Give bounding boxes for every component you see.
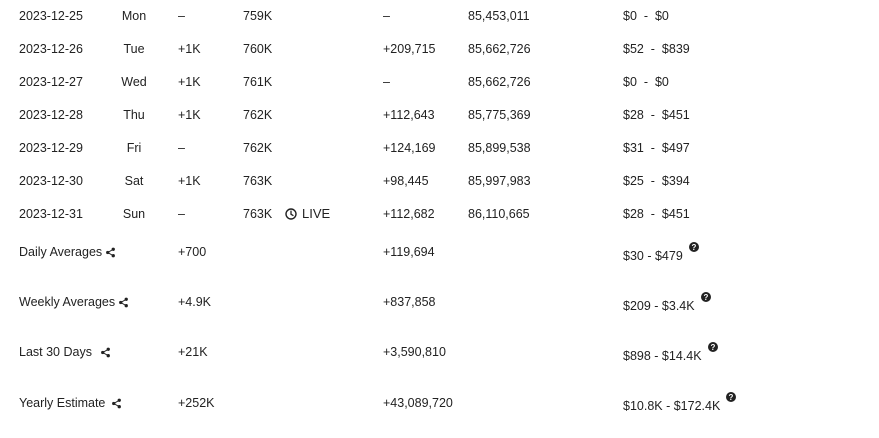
summary-view-change: +837,858	[383, 295, 436, 309]
summary-earnings-text: $10.8K - $172.4K	[623, 399, 721, 413]
svg-text:?: ?	[703, 293, 708, 302]
row-day: Sun	[122, 207, 146, 221]
summary-earnings-text: $898 - $14.4K	[623, 349, 702, 363]
summary-label[interactable]: Weekly Averages	[19, 292, 129, 312]
summary-earnings-text: $209 - $3.4K	[623, 299, 695, 313]
row-subscriber-change: –	[178, 141, 185, 155]
summary-row: Daily Averages +700 +119,694 $30 - $479 …	[0, 242, 879, 263]
summary-label[interactable]: Daily Averages	[19, 242, 116, 262]
row-estimated-earnings: $0 - $0	[623, 75, 669, 89]
row-view-total: 86,110,665	[468, 207, 530, 221]
summary-estimated-earnings: $209 - $3.4K ?	[623, 292, 711, 316]
row-subscriber-total: 761K	[243, 75, 273, 89]
row-estimated-earnings: $28 - $451	[623, 207, 690, 221]
help-circle-icon[interactable]: ?	[726, 392, 737, 402]
svg-text:?: ?	[710, 343, 715, 352]
summary-earnings-text: $30 - $479	[623, 249, 683, 263]
table-row: 2023-12-29 Fri – 762K +124,169 85,899,53…	[0, 138, 879, 158]
row-view-change: +209,715	[383, 42, 436, 56]
row-date: 2023-12-26	[19, 42, 83, 56]
row-view-total: 85,899,538	[468, 141, 531, 155]
summary-subscriber-change: +4.9K	[178, 295, 212, 309]
help-circle-icon[interactable]: ?	[707, 342, 718, 352]
clock-icon	[285, 208, 297, 220]
row-day: Mon	[121, 9, 147, 23]
summary-label-text: Weekly Averages	[19, 295, 116, 309]
row-view-change: +112,643	[383, 108, 435, 122]
summary-view-change: +43,089,720	[383, 396, 453, 410]
row-subscriber-change: +1K	[178, 174, 201, 188]
row-subscriber-total: 762K	[243, 141, 273, 155]
summary-subscriber-change: +21K	[178, 345, 208, 359]
summary-subscriber-change: +700	[178, 245, 207, 259]
table-row: 2023-12-31 Sun – 763K LIVE +112,682 86,1…	[0, 204, 879, 224]
live-label: LIVE	[302, 206, 331, 221]
row-estimated-earnings: $52 - $839	[623, 42, 690, 56]
table-row: 2023-12-27 Wed +1K 761K – 85,662,726 $0 …	[0, 72, 879, 92]
table-row: 2023-12-26 Tue +1K 760K +209,715 85,662,…	[0, 39, 879, 59]
row-estimated-earnings: $28 - $451	[623, 108, 690, 122]
row-estimated-earnings: $25 - $394	[623, 174, 690, 188]
row-day: Tue	[123, 42, 145, 56]
share-icon[interactable]	[100, 347, 111, 358]
row-view-change: –	[383, 9, 390, 23]
table-row: 2023-12-28 Thu +1K 762K +112,643 85,775,…	[0, 105, 879, 125]
summary-subscriber-change: +252K	[178, 396, 215, 410]
row-date: 2023-12-31	[19, 207, 83, 221]
row-view-change: +98,445	[383, 174, 429, 188]
row-estimated-earnings: $31 - $497	[623, 141, 690, 155]
help-circle-icon[interactable]: ?	[700, 292, 711, 302]
row-date: 2023-12-28	[19, 108, 83, 122]
summary-estimated-earnings: $30 - $479 ?	[623, 242, 699, 266]
table-row: 2023-12-30 Sat +1K 763K +98,445 85,997,9…	[0, 171, 879, 191]
row-subscriber-total: 759K	[243, 9, 273, 23]
row-subscriber-change: –	[178, 9, 185, 23]
summary-row: Yearly Estimate +252K +43,089,720 $10.8K…	[0, 392, 879, 416]
svg-text:?: ?	[729, 393, 734, 402]
row-day: Thu	[123, 108, 145, 122]
row-date: 2023-12-27	[19, 75, 83, 89]
row-estimated-earnings: $0 - $0	[623, 9, 669, 23]
share-icon[interactable]	[105, 247, 116, 258]
help-circle-icon[interactable]: ?	[688, 242, 699, 252]
live-indicator: LIVE	[285, 204, 330, 224]
row-subscriber-change: +1K	[178, 75, 201, 89]
share-icon[interactable]	[111, 398, 122, 409]
summary-estimated-earnings: $10.8K - $172.4K ?	[623, 392, 737, 416]
row-day: Sat	[124, 174, 144, 188]
summary-estimated-earnings: $898 - $14.4K ?	[623, 342, 718, 366]
summary-row: Last 30 Days +21K +3,590,810 $898 - $14.…	[0, 342, 879, 363]
share-icon[interactable]	[118, 297, 129, 308]
summary-label[interactable]: Yearly Estimate	[19, 393, 122, 413]
summary-view-change: +119,694	[383, 245, 435, 259]
row-subscriber-total: 763K	[243, 207, 273, 221]
row-date: 2023-12-29	[19, 141, 83, 155]
summary-row: Weekly Averages +4.9K +837,858 $209 - $3…	[0, 292, 879, 313]
row-day: Fri	[126, 141, 142, 155]
summary-label-text: Daily Averages	[19, 245, 103, 259]
row-day: Wed	[121, 75, 147, 89]
row-view-change: +124,169	[383, 141, 436, 155]
row-view-total: 85,453,011	[468, 9, 530, 23]
summary-label[interactable]: Last 30 Days	[19, 342, 111, 362]
row-view-change: –	[383, 75, 390, 89]
row-subscriber-total: 760K	[243, 42, 273, 56]
row-date: 2023-12-30	[19, 174, 83, 188]
table-row: 2023-12-25 Mon – 759K – 85,453,011 $0 - …	[0, 6, 879, 26]
row-view-total: 85,997,983	[468, 174, 531, 188]
row-subscriber-total: 762K	[243, 108, 273, 122]
summary-label-text: Last 30 Days	[19, 345, 92, 359]
summary-view-change: +3,590,810	[383, 345, 446, 359]
row-subscriber-change: –	[178, 207, 185, 221]
row-date: 2023-12-25	[19, 9, 83, 23]
row-view-change: +112,682	[383, 207, 435, 221]
row-view-total: 85,662,726	[468, 42, 531, 56]
svg-text:?: ?	[691, 243, 696, 252]
summary-label-text: Yearly Estimate	[19, 396, 106, 410]
row-subscriber-change: +1K	[178, 42, 201, 56]
row-subscriber-change: +1K	[178, 108, 201, 122]
row-subscriber-total: 763K	[243, 174, 273, 188]
row-view-total: 85,775,369	[468, 108, 531, 122]
row-view-total: 85,662,726	[468, 75, 531, 89]
